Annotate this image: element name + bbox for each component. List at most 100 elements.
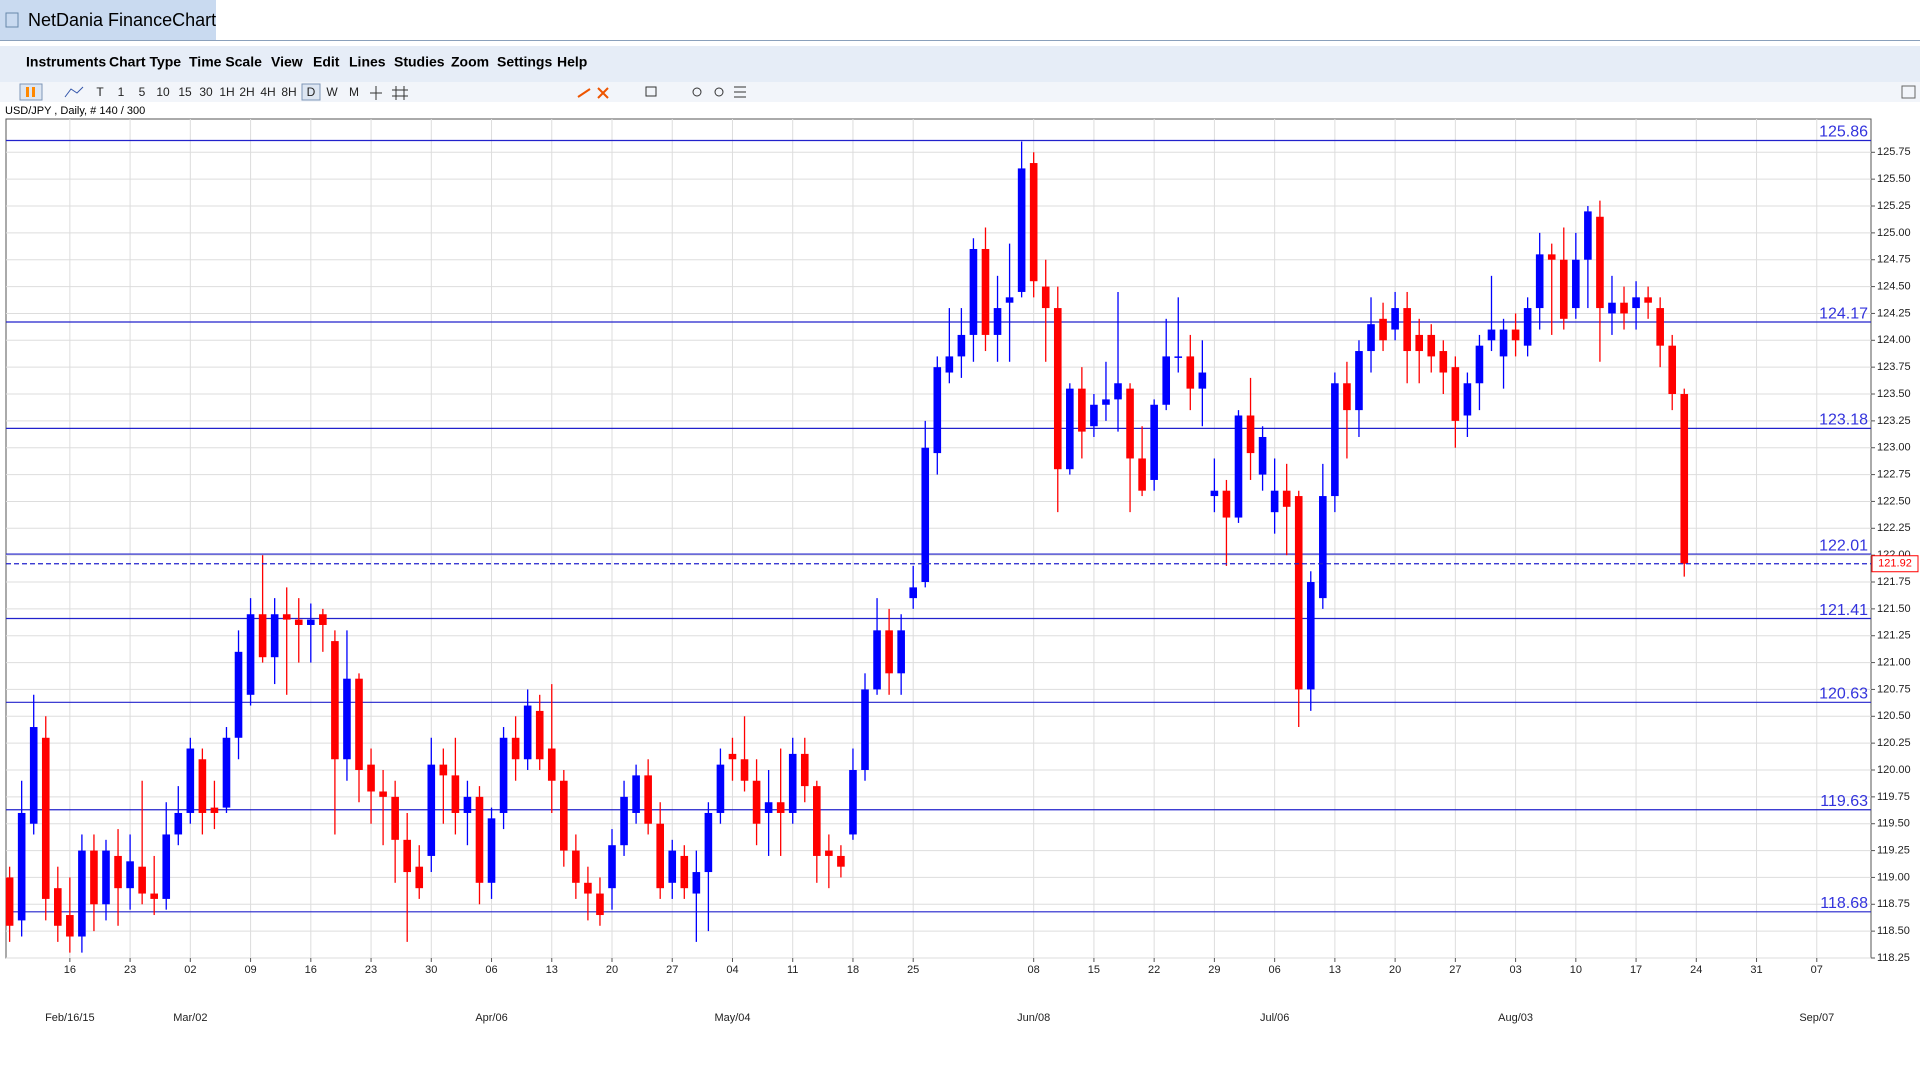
chart: 118.25 118.50 118.75 119.00 119.25 119.50 119.… <box>5 119 1919 1024</box>
menu-item[interactable]: Time Scale <box>189 54 262 70</box>
tool-button[interactable]: W <box>326 85 338 99</box>
tool-button[interactable]: M <box>349 85 359 99</box>
candle-body <box>1343 383 1351 411</box>
level-label: 118.68 <box>1820 895 1868 912</box>
x-tick-label: 04 <box>726 964 738 976</box>
level-label: 121.41 <box>1819 602 1868 619</box>
x-tick-label: 17 <box>1630 964 1642 976</box>
level-label: 124.17 <box>1819 305 1868 322</box>
y-tick-label: 124.75 <box>1877 254 1911 266</box>
tool-button[interactable]: 1 <box>118 85 125 99</box>
tool-button[interactable]: 2H <box>239 85 254 99</box>
menu-item[interactable]: View <box>271 54 303 70</box>
menu-item[interactable]: Help <box>557 54 587 70</box>
x-tick-label: 07 <box>1811 964 1823 976</box>
candle-body <box>54 888 62 926</box>
menu-item[interactable]: Edit <box>313 54 340 70</box>
candle-body <box>150 893 158 899</box>
current-price-label: 121.92 <box>1878 558 1912 570</box>
y-tick-label: 120.25 <box>1877 737 1911 749</box>
candle-body <box>282 614 291 620</box>
x-tick-label: 06 <box>1269 964 1281 976</box>
candle-body <box>1294 496 1303 690</box>
candle-body <box>1596 216 1604 309</box>
candle-body <box>764 802 773 813</box>
candle-body <box>897 630 905 674</box>
panel-icon[interactable] <box>1901 85 1916 99</box>
candle-body <box>680 855 689 889</box>
tool-button-active[interactable] <box>301 83 321 101</box>
candle-body <box>331 641 339 760</box>
x-tick-label: 30 <box>425 964 437 976</box>
candle-body <box>1415 334 1424 352</box>
menu-item[interactable]: Zoom <box>451 54 489 70</box>
y-tick-label: 124.25 <box>1877 307 1911 319</box>
candle-body <box>1246 415 1255 454</box>
tool-button[interactable]: 30 <box>199 85 213 99</box>
tool-button[interactable] <box>19 83 43 101</box>
x-tick-label: 27 <box>1449 964 1461 976</box>
candle-body <box>873 630 881 690</box>
tool-button[interactable]: D <box>307 85 316 99</box>
tool-button[interactable]: 8H <box>281 85 296 99</box>
tool-button[interactable]: 15 <box>178 85 192 99</box>
menu-item[interactable]: Settings <box>497 54 552 70</box>
x-tick-label: 13 <box>546 964 558 976</box>
x-tick-label: 13 <box>1329 964 1341 976</box>
menu-item[interactable]: Lines <box>349 54 386 70</box>
tool-button[interactable]: 4H <box>260 85 275 99</box>
y-tick-label: 125.00 <box>1877 227 1911 239</box>
y-tick-label: 121.00 <box>1877 656 1911 668</box>
candle-body <box>198 759 207 813</box>
candle-body <box>102 850 110 905</box>
candle-body <box>1090 404 1098 427</box>
candle-body <box>1391 308 1399 330</box>
candle-body <box>1367 324 1375 352</box>
menu-item[interactable]: Studies <box>394 54 445 70</box>
candle-body <box>632 775 640 813</box>
candle-body <box>1162 356 1171 405</box>
y-tick-label: 123.25 <box>1877 415 1911 427</box>
candle-body <box>162 834 171 899</box>
y-tick-label: 121.25 <box>1877 630 1911 642</box>
candle-body <box>572 850 580 883</box>
candle-body <box>66 915 74 937</box>
candle-body <box>451 775 460 813</box>
y-tick-label: 123.75 <box>1877 361 1911 373</box>
candle-body <box>1572 259 1580 309</box>
plot-area <box>5 118 1872 959</box>
tool-button[interactable]: 1H <box>219 85 234 99</box>
y-tick-label: 124.50 <box>1877 280 1911 292</box>
tool-button[interactable]: T <box>96 85 104 99</box>
y-tick-label: 120.00 <box>1877 764 1911 776</box>
menu-item[interactable]: Chart Type <box>109 54 181 70</box>
tool-icon <box>692 87 702 97</box>
tool-button[interactable]: 10 <box>156 85 170 99</box>
y-tick-label: 125.50 <box>1877 173 1911 185</box>
x-tick-label: 22 <box>1148 964 1160 976</box>
x-tick-label: 15 <box>1088 964 1100 976</box>
candle-body <box>1608 302 1616 314</box>
candle-body <box>608 845 616 889</box>
app-icon <box>5 12 19 28</box>
tool-button[interactable]: 5 <box>139 85 146 99</box>
y-tick-label: 125.25 <box>1877 200 1911 212</box>
candle-body <box>222 737 231 808</box>
candle-body <box>704 812 713 873</box>
x-month-label: May/04 <box>714 1012 750 1024</box>
x-tick-label: 27 <box>666 964 678 976</box>
x-tick-label: 20 <box>606 964 618 976</box>
y-tick-label: 124.00 <box>1877 334 1911 346</box>
candle-body <box>1029 163 1038 282</box>
candle-body <box>1680 394 1689 564</box>
tool-icon <box>26 87 29 97</box>
candle-body <box>1041 286 1050 309</box>
tool-icon <box>64 86 84 98</box>
candle-body <box>547 748 556 781</box>
candle-body <box>415 866 424 889</box>
candle-body <box>825 850 833 856</box>
menu-item[interactable]: Instruments <box>26 54 106 70</box>
candle-body <box>981 248 990 335</box>
candle-body <box>1138 458 1146 491</box>
candle-body <box>90 850 98 905</box>
